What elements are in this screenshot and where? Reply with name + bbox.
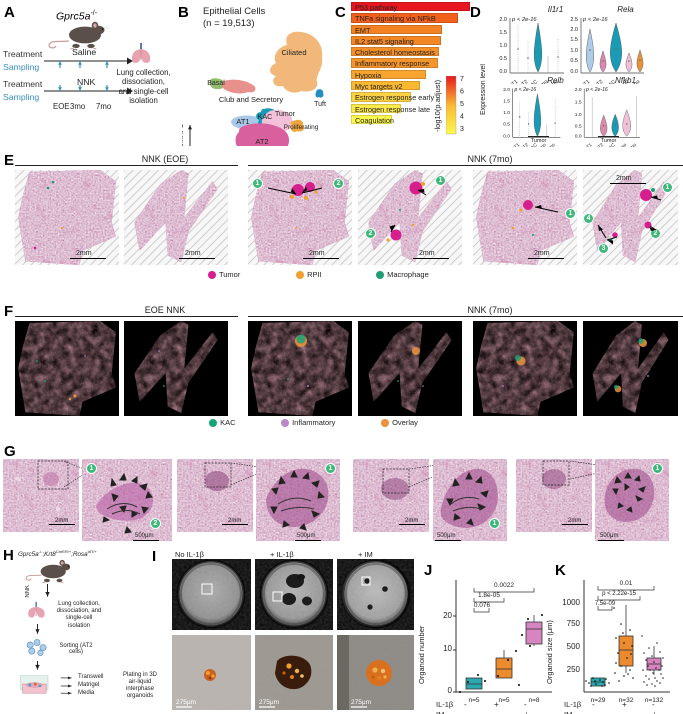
svg-text:5: 5 (460, 101, 464, 108)
svg-text:0.0: 0.0 (503, 133, 510, 139)
svg-text:1.0: 1.0 (499, 43, 507, 49)
svg-text:n=5: n=5 (498, 697, 509, 704)
svg-text:AT1: AT1 (511, 142, 521, 147)
svg-text:Basal: Basal (207, 80, 225, 87)
svg-text:p < 2e-16: p < 2e-16 (582, 17, 608, 23)
svg-text:0.0022: 0.0022 (494, 582, 514, 589)
svg-text:1000: 1000 (562, 598, 580, 607)
svg-text:2.5: 2.5 (570, 17, 578, 23)
svg-text:1.8e-05: 1.8e-05 (478, 592, 500, 599)
svg-text:7.5e-09: 7.5e-09 (595, 601, 616, 607)
svg-text:0.01: 0.01 (620, 580, 633, 587)
svg-text:250: 250 (567, 665, 581, 674)
svg-text:0.5: 0.5 (499, 56, 507, 62)
svg-text:2.0: 2.0 (499, 17, 507, 23)
svg-text:p < 2e-16: p < 2e-16 (511, 17, 537, 23)
svg-text:20: 20 (443, 611, 452, 620)
svg-text:2.0: 2.0 (575, 87, 582, 93)
svg-text:1.0: 1.0 (570, 48, 578, 54)
svg-text:2.0: 2.0 (503, 87, 510, 93)
svg-text:4: 4 (460, 114, 464, 121)
svg-text:275μm: 275μm (259, 699, 279, 706)
svg-text:3: 3 (460, 126, 464, 133)
svg-text:p < 2.22e-15: p < 2.22e-15 (602, 591, 637, 597)
svg-text:n=8: n=8 (528, 697, 539, 704)
svg-text:Tumor: Tumor (275, 111, 296, 118)
svg-text:275μm: 275μm (176, 699, 196, 706)
svg-text:0.5: 0.5 (575, 124, 582, 130)
svg-text:275μm: 275μm (351, 699, 371, 706)
svg-text:Club and Secretory: Club and Secretory (219, 95, 283, 104)
svg-text:AT1: AT1 (583, 142, 593, 147)
svg-text:1.5: 1.5 (570, 37, 578, 43)
svg-text:0: 0 (448, 686, 453, 695)
svg-text:AT1: AT1 (236, 117, 249, 126)
svg-text:Ciliated: Ciliated (281, 48, 306, 57)
svg-text:0.0: 0.0 (575, 133, 582, 139)
svg-text:AT1: AT1 (508, 79, 519, 84)
svg-text:2.0: 2.0 (570, 27, 578, 33)
svg-text:7mo: 7mo (627, 142, 638, 147)
svg-text:AT2: AT2 (255, 137, 268, 146)
svg-text:KAC: KAC (258, 114, 272, 121)
svg-text:UMAP2: UMAP2 (182, 124, 185, 146)
svg-text:0.0: 0.0 (570, 69, 578, 75)
svg-text:7: 7 (460, 76, 464, 83)
svg-text:1.5: 1.5 (575, 100, 582, 106)
svg-text:0.076: 0.076 (474, 602, 491, 609)
svg-text:p < 2e-16: p < 2e-16 (513, 87, 536, 93)
svg-text:Proliferating: Proliferating (284, 124, 319, 131)
svg-text:0.5: 0.5 (503, 122, 510, 128)
svg-text:0.0: 0.0 (499, 69, 507, 75)
svg-text:1.5: 1.5 (499, 30, 507, 36)
svg-text:1.0: 1.0 (503, 110, 510, 116)
svg-text:n=5: n=5 (468, 697, 479, 704)
svg-text:p < 2e-16: p < 2e-16 (585, 87, 608, 93)
svg-text:Tuft: Tuft (314, 101, 326, 108)
svg-text:1.5: 1.5 (503, 99, 510, 105)
svg-text:500: 500 (567, 642, 581, 651)
svg-text:1.0: 1.0 (575, 112, 582, 118)
svg-text:0.5: 0.5 (570, 58, 578, 64)
svg-text:10: 10 (443, 644, 452, 653)
svg-text:750: 750 (567, 619, 581, 628)
svg-text:6: 6 (460, 89, 464, 96)
